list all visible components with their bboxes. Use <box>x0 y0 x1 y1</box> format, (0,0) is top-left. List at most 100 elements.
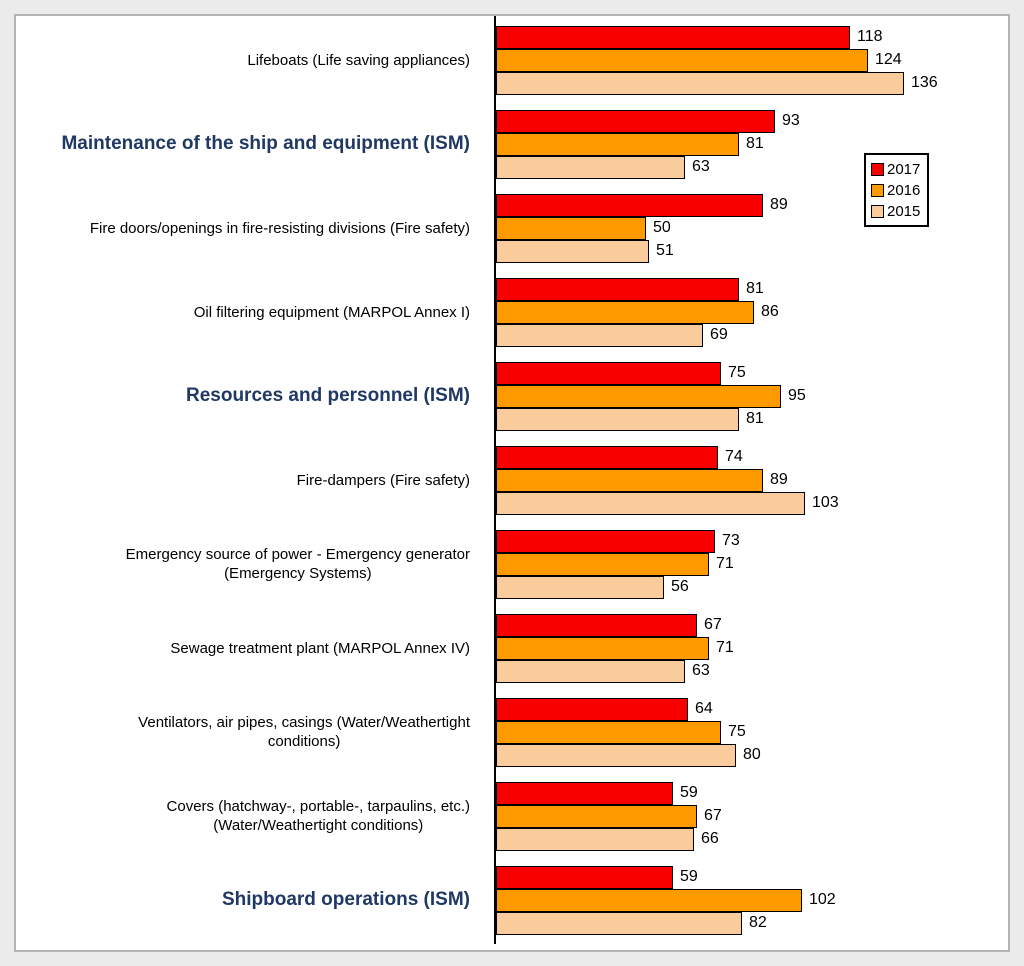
category-label-text: Fire-dampers (Fire safety) <box>296 471 470 489</box>
bar-row-2016: 81 <box>496 132 800 156</box>
category-group: Sewage treatment plant (MARPOL Annex IV)… <box>16 606 1008 690</box>
bar-row-2015: 81 <box>496 407 806 431</box>
legend: 2017 2016 2015 <box>864 153 930 227</box>
bar-row-2015: 136 <box>496 71 938 95</box>
bar-group: 59 102 82 <box>496 865 836 935</box>
bar-group: 64 75 80 <box>496 697 761 767</box>
bar-group: 67 71 63 <box>496 613 734 683</box>
bar-2017 <box>496 865 673 889</box>
bar-group: 81 86 69 <box>496 277 779 347</box>
bar-2016 <box>496 804 697 828</box>
value-label: 86 <box>761 303 779 320</box>
bar-row-2016: 50 <box>496 216 788 240</box>
bar-2016 <box>496 300 754 324</box>
value-label: 89 <box>770 196 788 213</box>
value-label: 69 <box>710 326 728 343</box>
value-label: 66 <box>701 830 719 847</box>
category-group: Lifeboats (Life saving appliances) 118 124… <box>16 18 1008 102</box>
bar-row-2017: 89 <box>496 193 788 217</box>
legend-label-2016: 2016 <box>887 181 921 199</box>
category-label-text: Oil filtering equipment (MARPOL Annex I) <box>193 303 470 321</box>
value-label: 73 <box>722 532 740 549</box>
bar-row-2015: 69 <box>496 323 779 347</box>
bar-row-2017: 75 <box>496 361 806 385</box>
bar-2017 <box>496 781 673 805</box>
category-label: Sewage treatment plant (MARPOL Annex IV) <box>16 639 482 658</box>
bar-2015 <box>496 491 805 515</box>
bar-row-2016: 67 <box>496 804 722 828</box>
category-label: Ventilators, air pipes, casings (Water/W… <box>16 713 482 751</box>
bar-2017 <box>496 697 688 721</box>
legend-label-2015: 2015 <box>887 202 921 220</box>
category-label-text: Covers (hatchway-, portable-, tarpaulins… <box>166 798 470 834</box>
category-label-text: Fire doors/openings in fire-resisting di… <box>89 219 470 237</box>
bar-2015 <box>496 743 736 767</box>
bar-row-2015: 103 <box>496 491 839 515</box>
bar-2015 <box>496 659 685 683</box>
bar-2017 <box>496 193 763 217</box>
bar-2016 <box>496 552 709 576</box>
bar-2016 <box>496 636 709 660</box>
bar-2015 <box>496 575 664 599</box>
category-label: Shipboard operations (ISM) <box>16 889 482 911</box>
category-group: Oil filtering equipment (MARPOL Annex I)… <box>16 270 1008 354</box>
bar-row-2015: 63 <box>496 155 800 179</box>
value-label: 102 <box>809 891 836 908</box>
category-group: Ventilators, air pipes, casings (Water/W… <box>16 690 1008 774</box>
category-label: Maintenance of the ship and equipment (I… <box>16 133 482 155</box>
bar-group: 73 71 56 <box>496 529 740 599</box>
value-label: 51 <box>656 242 674 259</box>
value-label: 50 <box>653 219 671 236</box>
bar-2017 <box>496 529 715 553</box>
value-label: 59 <box>680 784 698 801</box>
bar-row-2015: 82 <box>496 911 836 935</box>
bar-row-2015: 56 <box>496 575 740 599</box>
value-label: 63 <box>692 158 710 175</box>
value-label: 75 <box>728 364 746 381</box>
category-group: Fire-dampers (Fire safety) 74 89 103 <box>16 438 1008 522</box>
bar-2016 <box>496 720 721 744</box>
category-label-text: Emergency source of power - Emergency ge… <box>125 546 470 582</box>
chart-rows: Lifeboats (Life saving appliances) 118 124… <box>16 18 1008 942</box>
bar-2017 <box>496 445 718 469</box>
value-label: 64 <box>695 700 713 717</box>
category-axis-line <box>494 16 496 944</box>
category-label: Fire doors/openings in fire-resisting di… <box>16 219 482 238</box>
bar-row-2016: 89 <box>496 468 839 492</box>
value-label: 63 <box>692 662 710 679</box>
bar-row-2016: 124 <box>496 48 938 72</box>
value-label: 103 <box>812 494 839 511</box>
bar-row-2017: 64 <box>496 697 761 721</box>
category-label-text: Ventilators, air pipes, casings (Water/W… <box>138 714 470 750</box>
category-label: Lifeboats (Life saving appliances) <box>16 51 482 70</box>
legend-item-2015: 2015 <box>871 202 920 220</box>
bar-row-2015: 80 <box>496 743 761 767</box>
value-label: 118 <box>857 28 883 45</box>
bar-row-2015: 63 <box>496 659 734 683</box>
bar-row-2017: 93 <box>496 109 800 133</box>
chart-area: Lifeboats (Life saving appliances) 118 124… <box>16 16 1008 950</box>
bar-2017 <box>496 25 850 49</box>
category-label: Oil filtering equipment (MARPOL Annex I) <box>16 303 482 322</box>
bar-2017 <box>496 613 697 637</box>
bar-row-2016: 71 <box>496 552 740 576</box>
value-label: 71 <box>716 639 734 656</box>
value-label: 81 <box>746 135 764 152</box>
bar-group: 89 50 51 <box>496 193 788 263</box>
bar-2015 <box>496 911 742 935</box>
bar-2016 <box>496 48 868 72</box>
bar-group: 75 95 81 <box>496 361 806 431</box>
value-label: 67 <box>704 807 722 824</box>
value-label: 74 <box>725 448 743 465</box>
value-label: 136 <box>911 74 938 91</box>
category-group: Fire doors/openings in fire-resisting di… <box>16 186 1008 270</box>
category-group: Covers (hatchway-, portable-, tarpaulins… <box>16 774 1008 858</box>
bar-row-2016: 102 <box>496 888 836 912</box>
value-label: 80 <box>743 746 761 763</box>
value-label: 124 <box>875 51 902 68</box>
bar-2016 <box>496 468 763 492</box>
category-label-text: Lifeboats (Life saving appliances) <box>247 51 470 69</box>
bar-2017 <box>496 277 739 301</box>
bar-row-2015: 66 <box>496 827 722 851</box>
legend-swatch-2016 <box>871 183 884 197</box>
